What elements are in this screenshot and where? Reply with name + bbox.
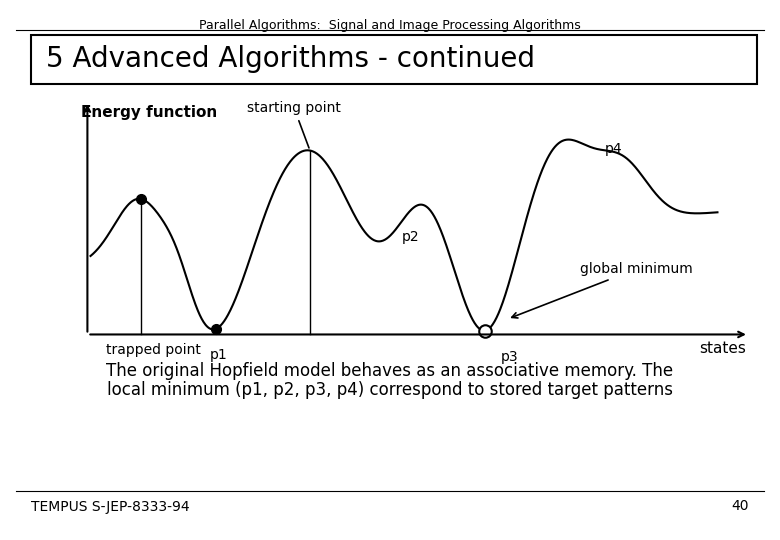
Text: The original Hopfield model behaves as an associative memory. The: The original Hopfield model behaves as a… (106, 362, 674, 380)
Text: global minimum: global minimum (512, 262, 693, 318)
Text: states: states (699, 341, 746, 356)
Text: local minimum (p1, p2, p3, p4) correspond to stored target patterns: local minimum (p1, p2, p3, p4) correspon… (107, 381, 673, 399)
Text: p3: p3 (502, 349, 519, 363)
Text: p1: p1 (210, 348, 228, 362)
Text: trapped point: trapped point (106, 343, 201, 357)
Text: starting point: starting point (247, 102, 341, 148)
Text: p2: p2 (402, 230, 419, 244)
Text: p4: p4 (604, 142, 622, 156)
Text: 5 Advanced Algorithms - continued: 5 Advanced Algorithms - continued (46, 45, 535, 73)
Text: TEMPUS S-JEP-8333-94: TEMPUS S-JEP-8333-94 (31, 500, 190, 514)
Text: Parallel Algorithms:  Signal and Image Processing Algorithms: Parallel Algorithms: Signal and Image Pr… (199, 19, 581, 32)
Text: 40: 40 (732, 500, 749, 514)
FancyBboxPatch shape (31, 35, 757, 84)
Text: Energy function: Energy function (81, 105, 218, 120)
